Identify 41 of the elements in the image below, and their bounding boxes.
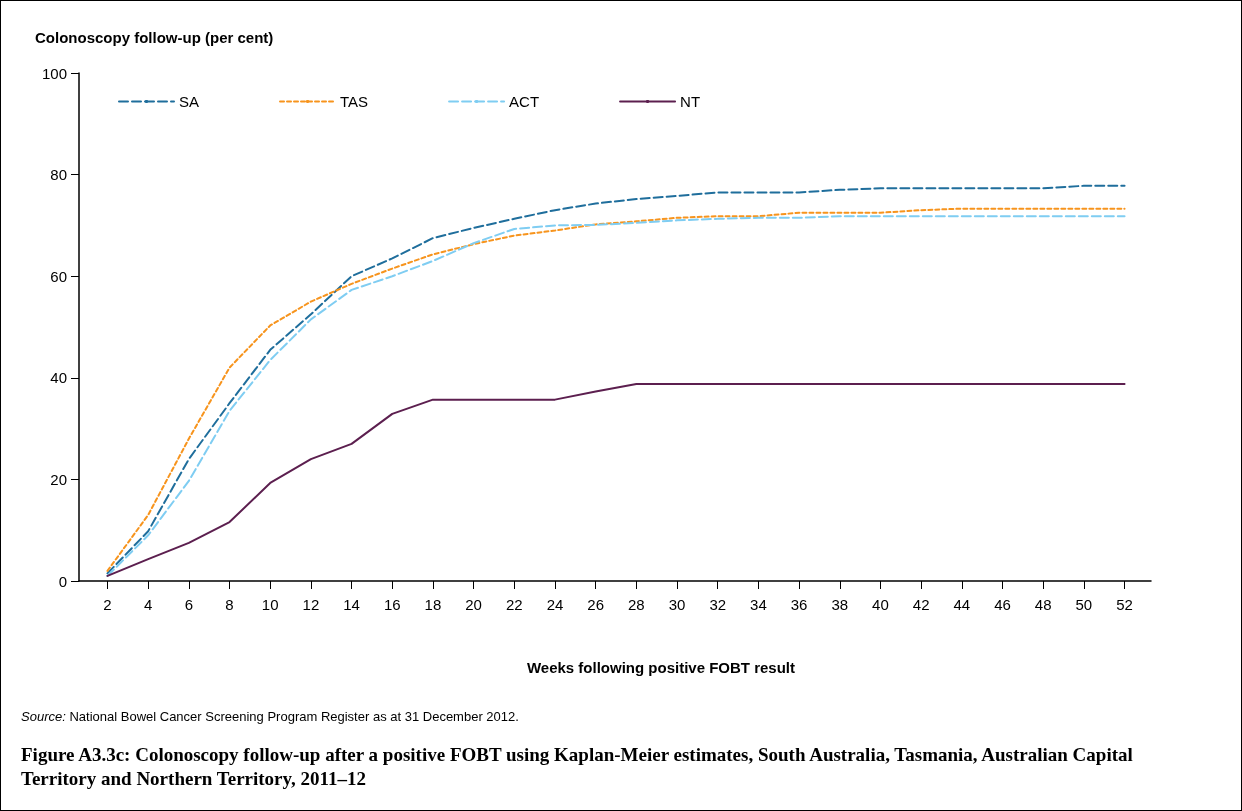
x-tick-label: 40 [872, 596, 889, 613]
x-tick-label: 28 [628, 596, 645, 613]
source-note: Source: National Bowel Cancer Screening Program Register as at 31 December 2012. [21, 709, 519, 724]
x-tick-label: 20 [465, 596, 482, 613]
line-series [106, 382, 1126, 577]
x-axis-title: Weeks following positive FOBT result [525, 659, 797, 676]
x-tick-label: 2 [103, 596, 112, 613]
x-tick-label: 4 [143, 596, 153, 613]
x-tick-label: 8 [225, 596, 234, 613]
x-tick-label: 16 [383, 596, 401, 613]
y-axis-title: Colonoscopy follow-up (per cent) [35, 29, 274, 46]
x-tick-label: 6 [184, 596, 194, 613]
y-tick-label: 0 [58, 572, 67, 590]
y-tick-label: 60 [50, 267, 67, 285]
x-tick-label: 34 [750, 596, 767, 613]
x-tick-label: 18 [424, 596, 442, 613]
y-tick-label: 100 [41, 64, 67, 82]
x-tick-label: 14 [343, 596, 360, 613]
legend-label: NT [680, 93, 701, 110]
x-tick-label: 46 [994, 596, 1011, 613]
x-tick-label: 30 [668, 596, 686, 613]
x-tick-label: 48 [1034, 596, 1052, 613]
x-tick-label: 32 [709, 596, 727, 613]
legend-label: ACT [509, 93, 540, 110]
x-tick-label: 12 [302, 596, 320, 613]
x-tick-label: 24 [546, 596, 564, 613]
x-tick-label: 26 [587, 596, 605, 613]
x-tick-label: 44 [953, 596, 971, 613]
legend-label: TAS [340, 93, 369, 110]
x-tick-label: 36 [790, 596, 808, 613]
legend-label: SA [179, 93, 200, 110]
text: Figure A3.3c: Colonoscopy follow-up after a positive FOBT using Kaplan-Meier estimates, South Australia, Tasmania, Australian Capital Territory and Northern Territory, 2011–12 [21, 743, 1134, 791]
y-tick-label: 40 [50, 369, 67, 387]
x-tick-label: 22 [505, 596, 523, 613]
y-tick-label: 80 [50, 166, 67, 184]
x-tick-label: 52 [1116, 596, 1133, 613]
x-tick-label: 42 [912, 596, 930, 613]
x-tick-label: 50 [1075, 596, 1093, 613]
x-tick-label: 38 [831, 596, 849, 613]
x-tick-label: 10 [261, 596, 279, 613]
y-tick-label: 20 [50, 470, 67, 488]
